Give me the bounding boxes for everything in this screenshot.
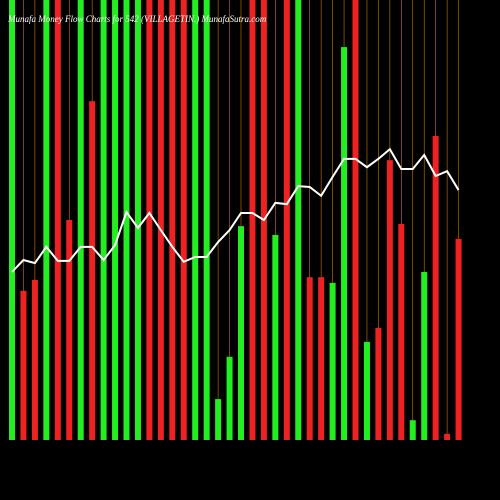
bar [272,234,279,440]
bar [283,0,290,440]
bar [20,290,27,440]
bar [100,0,107,440]
bar [146,0,153,440]
bar [398,223,405,440]
bar [66,220,73,440]
bar [226,356,233,440]
bar [192,0,199,440]
bar [421,271,428,440]
bar [77,0,84,440]
bar [180,0,187,440]
bar [112,0,119,440]
bar [341,47,348,441]
bar [54,0,61,440]
bar [249,0,256,440]
bar [89,101,96,440]
bar [31,279,38,440]
bar [215,399,222,440]
bar [43,0,50,440]
bar [134,0,141,440]
bar [455,238,462,440]
bar [409,420,416,440]
bar [203,0,210,440]
bar [363,341,370,440]
bar [169,0,176,440]
bar [238,226,244,440]
bar [352,0,359,440]
bar [306,277,313,440]
bar [318,277,325,440]
bar [432,135,439,440]
line [11,147,460,273]
bar [123,0,130,440]
bar [329,282,336,440]
bar [157,0,164,440]
bar [375,327,382,440]
bar [386,160,393,440]
bar [9,0,15,440]
bar [295,0,302,440]
chart-title: Munafa Money Flow Charts for 542 (VILLAG… [7,14,267,24]
bar [444,433,451,440]
